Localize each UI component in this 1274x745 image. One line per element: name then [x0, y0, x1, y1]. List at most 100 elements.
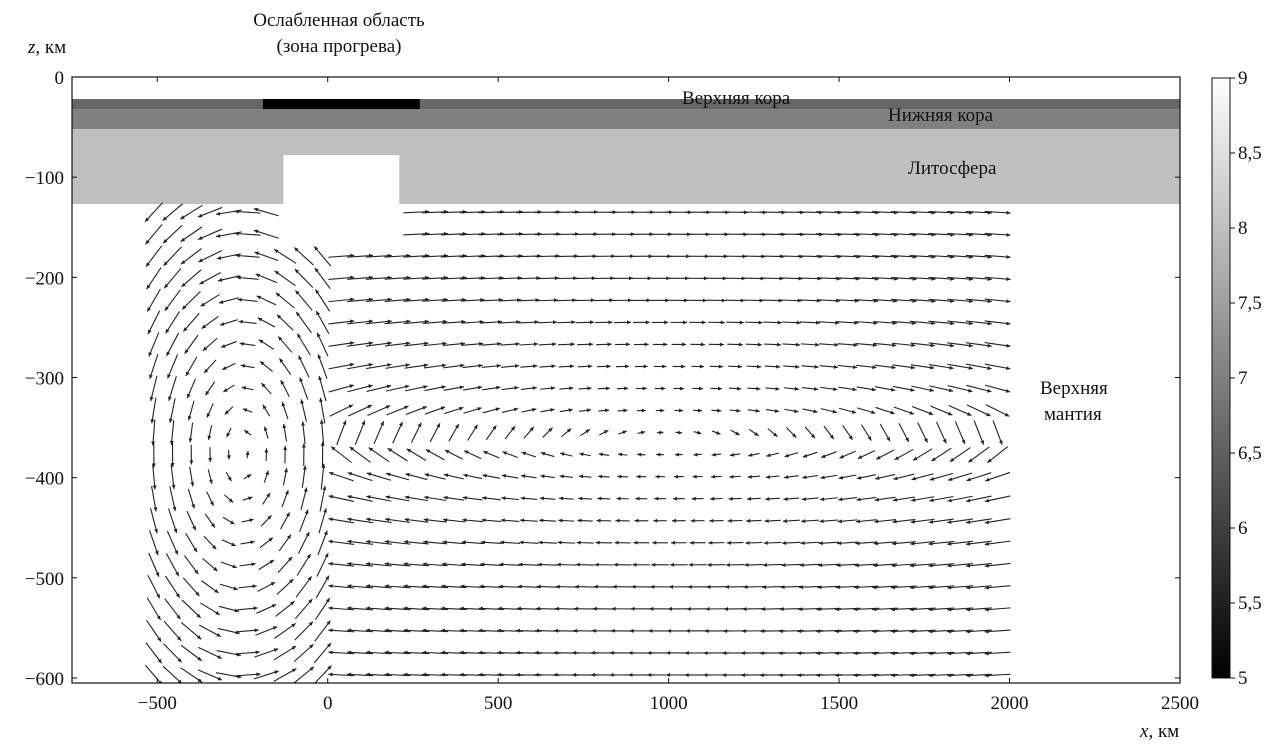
- velocity-arrow-head: [783, 497, 788, 501]
- velocity-arrow-head: [910, 387, 915, 392]
- velocity-arrow: [348, 404, 373, 417]
- velocity-arrow-head: [853, 629, 858, 634]
- velocity-arrow-head: [1006, 232, 1011, 237]
- velocity-arrow-head: [274, 270, 280, 275]
- velocity-arrow-shaft: [294, 621, 314, 641]
- velocity-arrow: [598, 474, 610, 479]
- velocity-arrow-shaft: [314, 620, 331, 642]
- velocity-arrow: [671, 540, 687, 545]
- velocity-arrow: [669, 298, 689, 303]
- velocity-arrow: [429, 423, 441, 443]
- velocity-arrow-head: [929, 498, 934, 503]
- velocity-arrow: [169, 486, 177, 512]
- velocity-arrow-head: [156, 593, 160, 599]
- velocity-arrow: [405, 472, 428, 481]
- velocity-arrow-head: [167, 373, 171, 379]
- velocity-arrow-shaft: [422, 320, 448, 324]
- velocity-arrow-head: [660, 408, 665, 413]
- velocity-arrow: [443, 495, 465, 501]
- velocity-arrow: [366, 472, 391, 481]
- velocity-arrow-shaft: [947, 385, 973, 393]
- velocity-arrow-head: [729, 452, 735, 457]
- velocity-arrow: [238, 319, 257, 324]
- velocity-arrow-head: [776, 364, 781, 369]
- velocity-arrow: [147, 310, 161, 335]
- velocity-arrow-head: [284, 467, 288, 473]
- velocity-arrow-head: [347, 628, 352, 633]
- velocity-arrow: [839, 450, 856, 459]
- velocity-arrow-shaft: [909, 298, 936, 302]
- velocity-arrow: [241, 386, 254, 391]
- velocity-arrow-shaft: [169, 486, 176, 512]
- velocity-arrow-shaft: [151, 485, 157, 512]
- velocity-arrow: [966, 495, 992, 503]
- velocity-arrow: [500, 342, 520, 347]
- velocity-arrow: [984, 518, 1011, 525]
- y-tick-label: −100: [25, 168, 64, 189]
- velocity-arrow: [347, 494, 373, 502]
- velocity-arrow-head: [984, 629, 989, 634]
- velocity-arrow-head: [689, 540, 694, 545]
- velocity-arrow: [691, 364, 704, 369]
- velocity-arrow-head: [928, 629, 933, 634]
- velocity-arrow: [651, 320, 669, 325]
- velocity-arrow-head: [629, 628, 634, 633]
- velocity-arrow-head: [909, 410, 914, 415]
- velocity-arrow-shaft: [947, 585, 974, 589]
- velocity-arrow-head: [628, 650, 633, 655]
- velocity-arrow: [385, 517, 411, 523]
- velocity-arrow: [538, 342, 557, 347]
- velocity-arrow-shaft: [440, 233, 467, 236]
- velocity-arrow-head: [440, 606, 445, 611]
- velocity-arrow-head: [347, 584, 352, 589]
- velocity-arrow-head: [798, 585, 804, 590]
- velocity-arrow-shaft: [365, 254, 392, 258]
- velocity-arrow-head: [759, 298, 764, 303]
- velocity-arrow-shaft: [384, 563, 411, 567]
- velocity-arrow-shaft: [947, 495, 973, 502]
- velocity-arrow-head: [795, 364, 800, 369]
- velocity-arrow-head: [894, 456, 900, 460]
- velocity-arrow-head: [740, 673, 745, 678]
- velocity-arrow-head: [480, 540, 486, 545]
- velocity-arrow: [596, 342, 612, 347]
- velocity-arrow-shaft: [984, 629, 1011, 633]
- velocity-arrow-shaft: [384, 540, 411, 545]
- velocity-arrow-shaft: [365, 320, 392, 325]
- velocity-arrow-head: [961, 439, 966, 445]
- velocity-arrow: [747, 452, 760, 457]
- velocity-arrow: [188, 422, 194, 443]
- velocity-arrow: [320, 441, 325, 468]
- velocity-arrow: [365, 341, 392, 347]
- velocity-arrow: [165, 311, 180, 334]
- velocity-arrow: [910, 518, 935, 524]
- velocity-arrow-head: [174, 550, 178, 555]
- velocity-arrow-head: [250, 540, 255, 545]
- velocity-arrow-head: [176, 636, 182, 641]
- velocity-arrow: [223, 384, 235, 393]
- velocity-arrow: [460, 584, 485, 589]
- velocity-arrow: [652, 540, 668, 545]
- velocity-arrow: [197, 669, 223, 681]
- velocity-arrow-shaft: [354, 420, 366, 445]
- velocity-arrow: [276, 314, 294, 331]
- velocity-arrow-shaft: [366, 385, 392, 392]
- velocity-arrow: [578, 496, 592, 501]
- velocity-arrow-head: [274, 249, 279, 254]
- velocity-arrow: [240, 540, 255, 545]
- velocity-arrow-shaft: [295, 576, 313, 598]
- velocity-arrow: [164, 289, 181, 312]
- velocity-arrow-head: [853, 607, 858, 612]
- velocity-arrow-head: [1006, 343, 1011, 348]
- velocity-arrow-head: [855, 519, 861, 524]
- velocity-arrow-head: [617, 474, 622, 479]
- velocity-arrow-head: [301, 421, 305, 426]
- velocity-arrow-head: [296, 311, 301, 317]
- velocity-arrow-head: [230, 520, 235, 525]
- velocity-arrow: [257, 317, 276, 328]
- velocity-arrow-head: [246, 474, 252, 479]
- velocity-arrow: [917, 422, 928, 443]
- velocity-arrow: [485, 425, 497, 441]
- velocity-arrow-head: [539, 496, 545, 501]
- velocity-arrow: [707, 320, 725, 325]
